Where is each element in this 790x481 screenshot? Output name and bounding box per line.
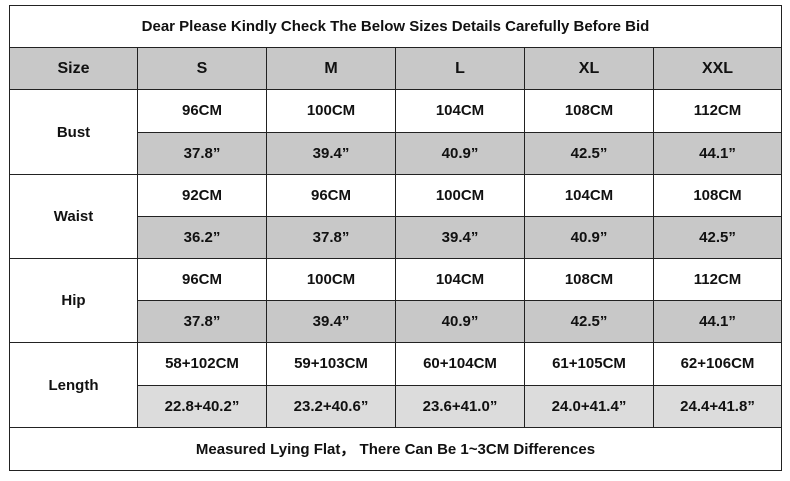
length-inch-row: 22.8+40.2” 23.2+40.6” 23.6+41.0” 24.0+41… [10, 384, 782, 428]
header-xxl: XXL [653, 47, 782, 91]
length-cm-row: Length 58+102CM 59+103CM 60+104CM 61+105… [9, 342, 782, 428]
header-size: Size [9, 47, 138, 91]
length-cm-m: 59+103CM [266, 342, 396, 386]
hip-cm-xl: 108CM [524, 258, 654, 302]
bust-cm-xxl: 112CM [653, 89, 782, 133]
waist-inch-row: 36.2” 37.8” 39.4” 40.9” 42.5” [10, 215, 782, 260]
length-inch-xl: 24.0+41.4” [524, 384, 654, 428]
waist-inch-xxl: 42.5” [653, 215, 782, 260]
bust-inch-s: 37.8” [137, 131, 267, 175]
bust-inch-row: 37.8” 39.4” 40.9” 42.5” 44.1” [10, 131, 782, 175]
hip-inch-l: 40.9” [395, 300, 525, 344]
hip-inch-row: 37.8” 39.4” 40.9” 42.5” 44.1” [10, 300, 782, 344]
hip-cm-row: Hip 96CM 100CM 104CM 108CM 112CM [9, 258, 782, 344]
row-label-bust: Bust [9, 89, 138, 175]
hip-inch-m: 39.4” [266, 300, 396, 344]
bust-inch-l: 40.9” [395, 131, 525, 175]
waist-inch-l: 39.4” [395, 215, 525, 260]
waist-cm-m: 96CM [266, 173, 396, 217]
waist-cm-s: 92CM [137, 173, 267, 217]
hip-cm-xxl: 112CM [653, 258, 782, 302]
hip-cm-l: 104CM [395, 258, 525, 302]
bust-cm-row: Bust 96CM 100CM 104CM 108CM 112CM [9, 89, 782, 175]
hip-inch-xl: 42.5” [524, 300, 654, 344]
hip-inch-s: 37.8” [137, 300, 267, 344]
row-label-waist: Waist [9, 173, 138, 260]
length-inch-l: 23.6+41.0” [395, 384, 525, 428]
bust-cm-m: 100CM [266, 89, 396, 133]
size-table: Dear Please Kindly Check The Below Sizes… [9, 4, 782, 472]
waist-cm-xxl: 108CM [653, 173, 782, 217]
hip-inch-xxl: 44.1” [653, 300, 782, 344]
bust-inch-xl: 42.5” [524, 131, 654, 175]
footer-note: Measured Lying Flat， There Can Be 1~3CM … [9, 426, 782, 472]
length-inch-m: 23.2+40.6” [266, 384, 396, 428]
length-cm-l: 60+104CM [395, 342, 525, 386]
length-inch-xxl: 24.4+41.8” [653, 384, 782, 428]
length-cm-s: 58+102CM [137, 342, 267, 386]
header-l: L [395, 47, 525, 91]
bust-cm-l: 104CM [395, 89, 525, 133]
hip-cm-s: 96CM [137, 258, 267, 302]
waist-inch-xl: 40.9” [524, 215, 654, 260]
length-inch-s: 22.8+40.2” [137, 384, 267, 428]
header-m: M [266, 47, 396, 91]
waist-inch-s: 36.2” [137, 215, 267, 260]
row-label-length: Length [9, 342, 138, 428]
bust-inch-m: 39.4” [266, 131, 396, 175]
bust-cm-s: 96CM [137, 89, 267, 133]
length-cm-xl: 61+105CM [524, 342, 654, 386]
row-label-hip: Hip [9, 258, 138, 344]
waist-cm-l: 100CM [395, 173, 525, 217]
length-cm-xxl: 62+106CM [653, 342, 782, 386]
waist-inch-m: 37.8” [266, 215, 396, 260]
header-s: S [137, 47, 267, 91]
waist-cm-row: Waist 92CM 96CM 100CM 104CM 108CM [9, 173, 782, 260]
bust-inch-xxl: 44.1” [653, 131, 782, 175]
bust-cm-xl: 108CM [524, 89, 654, 133]
header-row: Size S M L XL XXL [9, 47, 782, 91]
header-xl: XL [524, 47, 654, 91]
hip-cm-m: 100CM [266, 258, 396, 302]
table-title: Dear Please Kindly Check The Below Sizes… [9, 4, 782, 49]
waist-cm-xl: 104CM [524, 173, 654, 217]
